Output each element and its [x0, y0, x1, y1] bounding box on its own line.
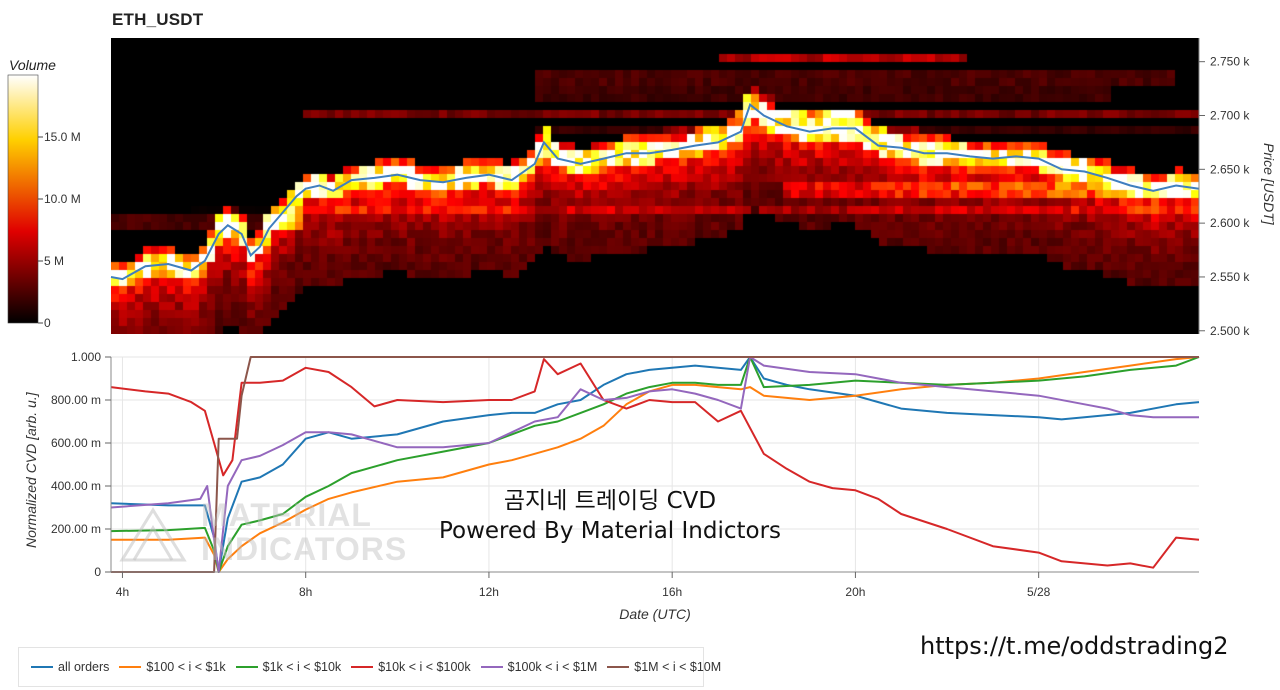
price-axis-label: Price [USDT]	[1261, 143, 1277, 226]
price-tick-label: 2.550 k	[1210, 270, 1250, 284]
heatmap-area[interactable]	[111, 38, 1199, 334]
price-tick-label: 2.600 k	[1210, 216, 1250, 230]
legend-swatch	[119, 666, 142, 668]
legend-swatch	[351, 666, 374, 668]
legend-item-3[interactable]: $10k < i < $100k	[351, 660, 471, 674]
overlay-line1: 곰지네 트레이딩 CVD	[503, 488, 717, 514]
legend-label: $100 < i < $1k	[146, 660, 226, 674]
colorbar-tick-label: 0	[44, 316, 51, 330]
watermark-line2: INDICATORS	[201, 531, 408, 567]
price-line	[110, 103, 1200, 281]
legend-item-2[interactable]: $1k < i < $10k	[235, 660, 342, 674]
chart-title: ETH_USDT	[112, 10, 204, 29]
overlay-caption: 곰지네 트레이딩 CVD Powered By Material Indicto…	[395, 486, 825, 546]
cvd-xtick-label: 8h	[299, 585, 312, 599]
price-tick-label: 2.700 k	[1210, 108, 1250, 122]
cvd-xtick-label: 5/28	[1027, 585, 1051, 599]
legend: all orders $100 < i < $1k $1k < i < $10k $1…	[18, 647, 721, 687]
cvd-series-line-2	[110, 356, 1200, 573]
material-indicators-logo-icon	[119, 507, 187, 562]
telegram-link[interactable]: https://t.me/oddstrading2	[920, 632, 1229, 660]
colorbar-tick-label: 10.0 M	[44, 192, 81, 206]
cvd-xtick-label: 12h	[479, 585, 499, 599]
legend-item-0[interactable]: all orders	[31, 660, 109, 674]
cvd-x-axis-label: Date (UTC)	[619, 606, 691, 622]
legend-item-4[interactable]: $100k < i < $1M	[480, 660, 598, 674]
legend-item-5[interactable]: $1M < i < $10M	[607, 660, 721, 674]
legend-swatch	[235, 666, 258, 668]
cvd-series-line-0	[110, 356, 1200, 573]
price-tick-label: 2.650 k	[1210, 162, 1250, 176]
cvd-y-axis-label: Normalized CVD [arb. u.]	[23, 391, 39, 548]
legend-label: $1k < i < $10k	[262, 660, 342, 674]
legend-swatch	[607, 666, 630, 668]
cvd-ytick-label: 600.00 m	[51, 436, 101, 450]
legend-item-1[interactable]: $100 < i < $1k	[119, 660, 226, 674]
cvd-xtick-label: 16h	[662, 585, 682, 599]
legend-swatch	[480, 666, 503, 668]
volume-heatmap	[111, 38, 1199, 334]
legend-label: $100k < i < $1M	[507, 660, 598, 674]
cvd-ytick-label: 800.00 m	[51, 393, 101, 407]
colorbar-tick-label: 15.0 M	[44, 130, 81, 144]
colorbar-label: Volume	[9, 57, 56, 73]
watermark: MATERIAL INDICATORS	[201, 498, 407, 566]
cvd-xtick-label: 20h	[845, 585, 865, 599]
price-tick-label: 2.750 k	[1210, 55, 1250, 69]
cvd-ytick-label: 0	[94, 565, 101, 579]
cvd-ytick-label: 400.00 m	[51, 479, 101, 493]
legend-label: $1M < i < $10M	[634, 660, 722, 674]
colorbar-tick-label: 5 M	[44, 254, 64, 268]
legend-label: all orders	[58, 660, 110, 674]
cvd-xtick-label: 4h	[116, 585, 129, 599]
overlay-line2: Powered By Material Indictors	[438, 518, 782, 544]
legend-label: $10k < i < $100k	[378, 660, 471, 674]
legend-swatch	[31, 666, 53, 668]
cvd-series-line-4	[110, 356, 1199, 573]
cvd-ytick-label: 1.000	[71, 350, 101, 364]
price-tick-label: 2.500 k	[1210, 324, 1250, 338]
watermark-line1: MATERIAL	[201, 497, 372, 533]
cvd-ytick-label: 200.00 m	[51, 522, 101, 536]
colorbar	[7, 74, 39, 324]
